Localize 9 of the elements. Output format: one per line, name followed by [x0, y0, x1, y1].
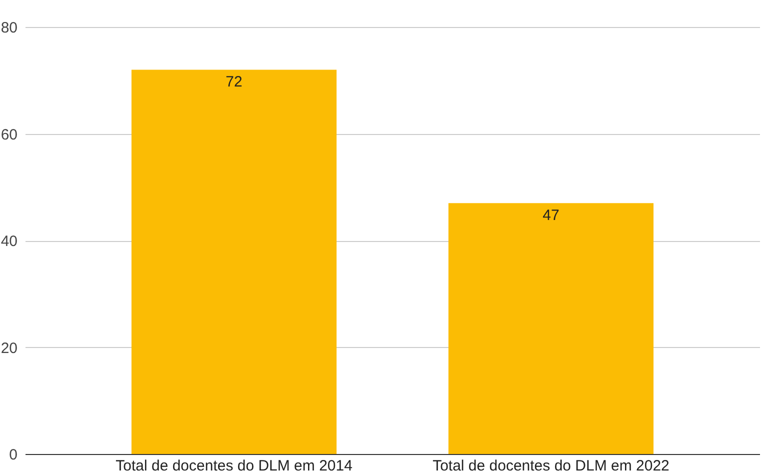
data-label: 72: [226, 74, 242, 91]
x-tick-label: Total de docentes do DLM em 2022: [432, 458, 670, 473]
y-tick-label: 60: [0, 126, 18, 144]
y-tick-label: 80: [0, 20, 18, 36]
y-tick-label: 40: [0, 233, 18, 250]
y-tick-label: 20: [0, 340, 18, 357]
x-tick-label: Total de docentes do DLM em 2014: [116, 458, 352, 473]
y-tick-label: 0: [9, 446, 18, 464]
data-label: 47: [542, 207, 560, 224]
